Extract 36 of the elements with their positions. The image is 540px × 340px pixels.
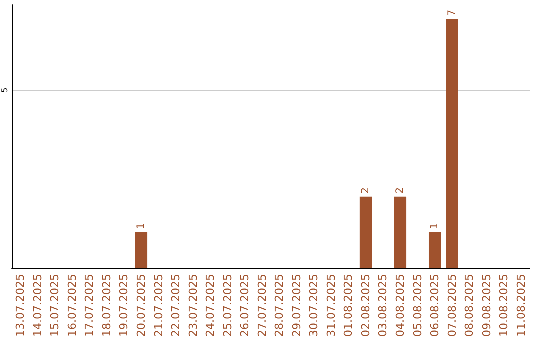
x-tick-label: 17.07.2025 [83,274,96,338]
x-tick-label: 28.07.2025 [273,274,286,338]
x-tick-label: 23.07.2025 [186,274,200,338]
x-tick-label: 08.08.2025 [463,274,476,338]
x-tick-label: 03.08.2025 [376,274,390,338]
x-tick-label: 16.07.2025 [66,274,79,338]
x-tick-label: 31.07.2025 [324,274,338,338]
x-tick-label: 11.08.2025 [514,274,528,338]
x-tick-label: 20.07.2025 [135,274,148,338]
x-tick-label: 01.08.2025 [342,274,356,338]
data-label: 1 [136,223,147,230]
x-tick-label: 13.07.2025 [14,274,28,338]
x-tick-label: 24.07.2025 [204,274,218,338]
x-tick-label: 14.07.2025 [31,274,44,338]
x-tick-label: 02.08.2025 [359,274,372,338]
x-tick-label: 25.07.2025 [221,274,234,338]
x-tick-label: 27.07.2025 [256,274,269,338]
x-tick-label: 06.08.2025 [428,274,442,338]
x-tick-label: 21.07.2025 [152,274,166,338]
x-tick-label: 15.07.2025 [48,274,62,338]
data-label: 2 [395,188,406,194]
x-tick-label: 19.07.2025 [118,274,131,338]
data-label: 2 [360,188,372,194]
data-label: 7 [446,10,458,16]
data-label: 1 [430,223,441,230]
x-tick-label: 04.08.2025 [394,274,407,338]
x-tick-label: 05.08.2025 [411,274,424,338]
x-tick-label: 30.07.2025 [308,274,321,338]
x-tick-label: 29.07.2025 [290,274,304,338]
x-tick-label: 18.07.2025 [100,274,114,338]
x-tick-label: 22.07.2025 [170,274,183,338]
x-tick-label: 09.08.2025 [480,274,494,338]
y-tick-label: 5 [0,88,10,93]
x-tick-label: 07.08.2025 [446,274,459,338]
x-tick-label: 26.07.2025 [238,274,252,338]
x-tick-label: 10.08.2025 [498,274,511,338]
